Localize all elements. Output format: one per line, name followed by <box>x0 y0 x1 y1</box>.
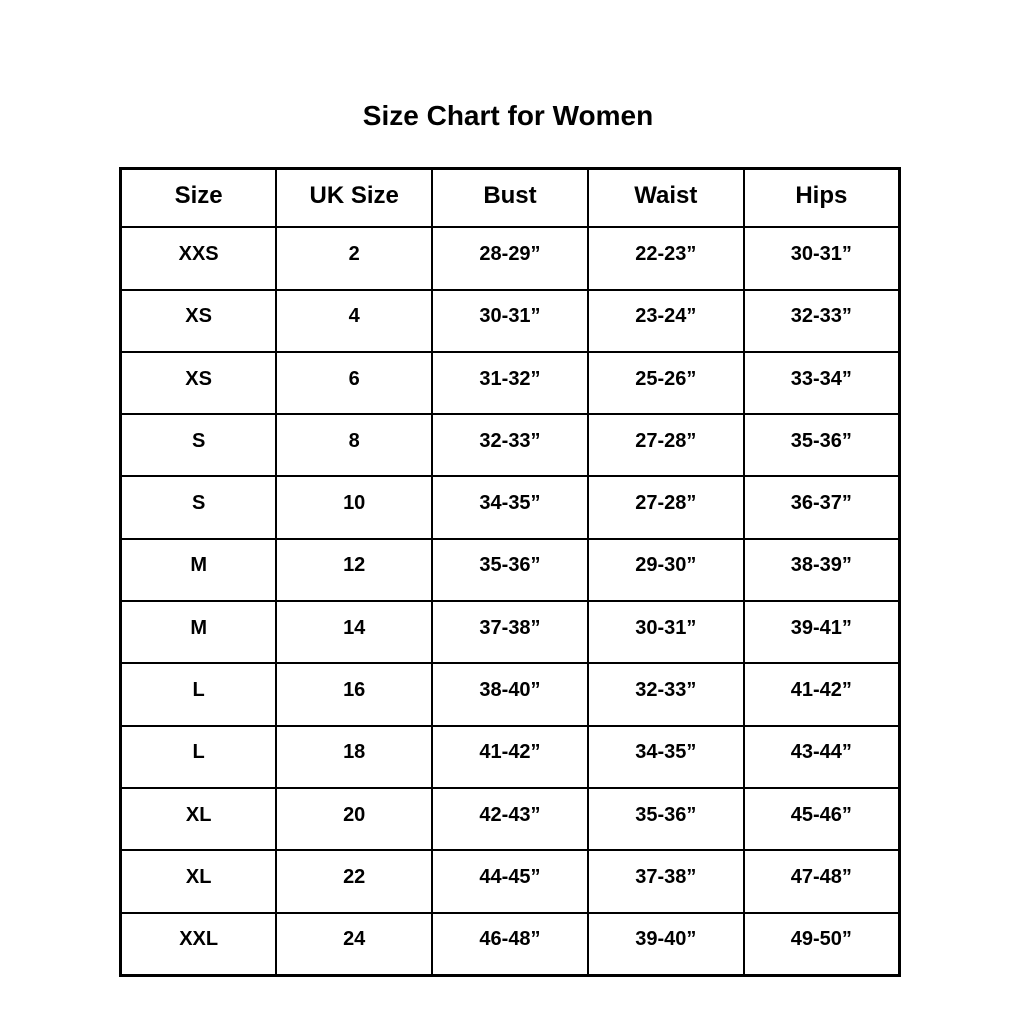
table-row: S 10 34-35” 27-28” 36-37” <box>119 475 901 540</box>
table-cell: 46-48” <box>431 911 589 977</box>
table-cell: L <box>119 662 278 727</box>
table-cell: 28-29” <box>431 226 589 291</box>
column-header: Hips <box>742 167 901 229</box>
table-cell: 27-28” <box>586 413 745 478</box>
table-cell: 29-30” <box>586 537 745 603</box>
table-cell: 35-36” <box>586 786 745 852</box>
table-cell: XXS <box>119 226 278 291</box>
table-row: XXS 2 28-29” 22-23” 30-31” <box>119 226 901 291</box>
column-header: Bust <box>431 167 589 229</box>
table-cell: 16 <box>275 662 434 727</box>
table-cell: 38-39” <box>742 537 901 603</box>
table-cell: 12 <box>275 537 434 603</box>
table-cell: 49-50” <box>742 911 901 977</box>
table-cell: S <box>119 475 278 540</box>
table-cell: XXL <box>119 911 278 977</box>
table-cell: S <box>119 413 278 478</box>
size-chart-table: Size UK Size Bust Waist Hips XXS 2 28-29” 22-23… <box>119 167 901 977</box>
table-cell: 37-38” <box>586 849 745 914</box>
table-row: XS 4 30-31” 23-24” 32-33” <box>119 288 901 353</box>
table-cell: 41-42” <box>431 724 589 789</box>
table-cell: 30-31” <box>742 226 901 291</box>
table-row: M 12 35-36” 29-30” 38-39” <box>119 537 901 603</box>
table-row: S 8 32-33” 27-28” 35-36” <box>119 413 901 478</box>
table-cell: 36-37” <box>742 475 901 540</box>
table-cell: 35-36” <box>742 413 901 478</box>
table-cell: 10 <box>275 475 434 540</box>
table-cell: 23-24” <box>586 288 745 353</box>
table-cell: 32-33” <box>586 662 745 727</box>
table-cell: 34-35” <box>431 475 589 540</box>
table-row: L 16 38-40” 32-33” 41-42” <box>119 662 901 727</box>
table-cell: 34-35” <box>586 724 745 789</box>
table-cell: 43-44” <box>742 724 901 789</box>
table-cell: 35-36” <box>431 537 589 603</box>
table-cell: 24 <box>275 911 434 977</box>
table-row: L 18 41-42” 34-35” 43-44” <box>119 724 901 789</box>
table-cell: 30-31” <box>431 288 589 353</box>
table-cell: 20 <box>275 786 434 852</box>
table-cell: XL <box>119 849 278 914</box>
table-cell: 22 <box>275 849 434 914</box>
table-cell: L <box>119 724 278 789</box>
table-row: XS 6 31-32” 25-26” 33-34” <box>119 350 901 416</box>
table-cell: 14 <box>275 600 434 665</box>
table-cell: XL <box>119 786 278 852</box>
table-cell: 44-45” <box>431 849 589 914</box>
table-cell: 27-28” <box>586 475 745 540</box>
table-cell: 4 <box>275 288 434 353</box>
table-cell: 39-40” <box>586 911 745 977</box>
page-title: Size Chart for Women <box>362 100 654 131</box>
table-cell: XS <box>119 288 278 353</box>
table-cell: 6 <box>275 350 434 416</box>
header-row: Size UK Size Bust Waist Hips <box>119 167 901 229</box>
table-cell: 25-26” <box>586 350 745 416</box>
table-cell: 38-40” <box>431 662 589 727</box>
table-row: XL 22 44-45” 37-38” 47-48” <box>119 849 901 914</box>
table-row: M 14 37-38” 30-31” 39-41” <box>119 600 901 665</box>
table-cell: 30-31” <box>586 600 745 665</box>
table-cell: XS <box>119 350 278 416</box>
table-cell: 39-41” <box>742 600 901 665</box>
table-cell: 33-34” <box>742 350 901 416</box>
column-header: Waist <box>586 167 745 229</box>
table-cell: 18 <box>275 724 434 789</box>
table-row: XL 20 42-43” 35-36” 45-46” <box>119 786 901 852</box>
table-cell: 47-48” <box>742 849 901 914</box>
table-cell: 45-46” <box>742 786 901 852</box>
table-cell: 41-42” <box>742 662 901 727</box>
table-cell: 32-33” <box>431 413 589 478</box>
table-cell: 31-32” <box>431 350 589 416</box>
column-header: Size <box>119 167 278 229</box>
table-cell: 37-38” <box>431 600 589 665</box>
table-cell: M <box>119 537 278 603</box>
column-header: UK Size <box>275 167 434 229</box>
table-row: XXL 24 46-48” 39-40” 49-50” <box>119 911 901 977</box>
table-cell: M <box>119 600 278 665</box>
table-cell: 2 <box>275 226 434 291</box>
table-cell: 22-23” <box>586 226 745 291</box>
table-body: XXS 2 28-29” 22-23” 30-31” XS 4 30-31” 23-24” 32-… <box>119 226 901 977</box>
table-cell: 32-33” <box>742 288 901 353</box>
table-cell: 8 <box>275 413 434 478</box>
table-cell: 42-43” <box>431 786 589 852</box>
